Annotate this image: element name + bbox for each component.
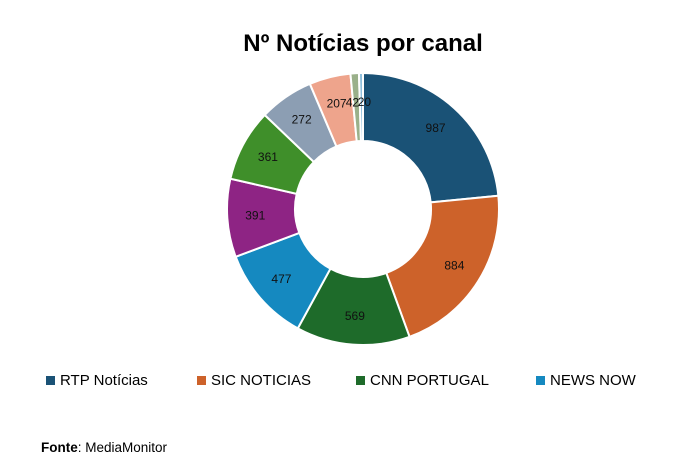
- source-value: : MediaMonitor: [77, 440, 168, 455]
- data-label-5: 361: [258, 150, 278, 164]
- data-label-8: 42: [346, 95, 360, 109]
- legend-label: NEWS NOW: [550, 372, 636, 389]
- legend-swatch: [536, 376, 545, 385]
- data-label-2: 569: [345, 309, 365, 323]
- legend-item-sic-noticias: SIC NOTICIAS: [197, 372, 311, 389]
- donut-slice-1: [384, 194, 500, 339]
- legend-swatch: [197, 376, 206, 385]
- data-label-7: 207: [327, 96, 347, 110]
- legend-swatch: [46, 376, 55, 385]
- data-label-1: 884: [444, 259, 464, 273]
- donut-slice-0: [362, 71, 500, 204]
- legend-label: SIC NOTICIAS: [211, 372, 312, 389]
- chart-title: Nº Notícias por canal: [243, 30, 483, 57]
- source-note: Fonte: MediaMonitor: [41, 440, 167, 455]
- legend-label: RTP Notícias: [60, 372, 148, 389]
- donut-slice-9: [357, 71, 364, 143]
- legend-item-cnn-portugal: CNN PORTUGAL: [356, 372, 489, 389]
- data-label-0: 987: [426, 121, 446, 135]
- legend-item-rtp-noticias: RTP Notícias: [46, 372, 148, 389]
- legend: RTP Notícias SIC NOTICIAS CNN PORTUGAL N…: [0, 372, 694, 392]
- legend-label: CNN PORTUGAL: [370, 372, 489, 389]
- data-label-6: 272: [292, 112, 312, 126]
- data-label-9: 20: [358, 95, 372, 109]
- data-label-3: 477: [271, 272, 291, 286]
- data-label-4: 391: [245, 208, 265, 222]
- source-label: Fonte: [41, 440, 78, 455]
- legend-item-news-now: NEWS NOW: [536, 372, 636, 389]
- legend-swatch: [356, 376, 365, 385]
